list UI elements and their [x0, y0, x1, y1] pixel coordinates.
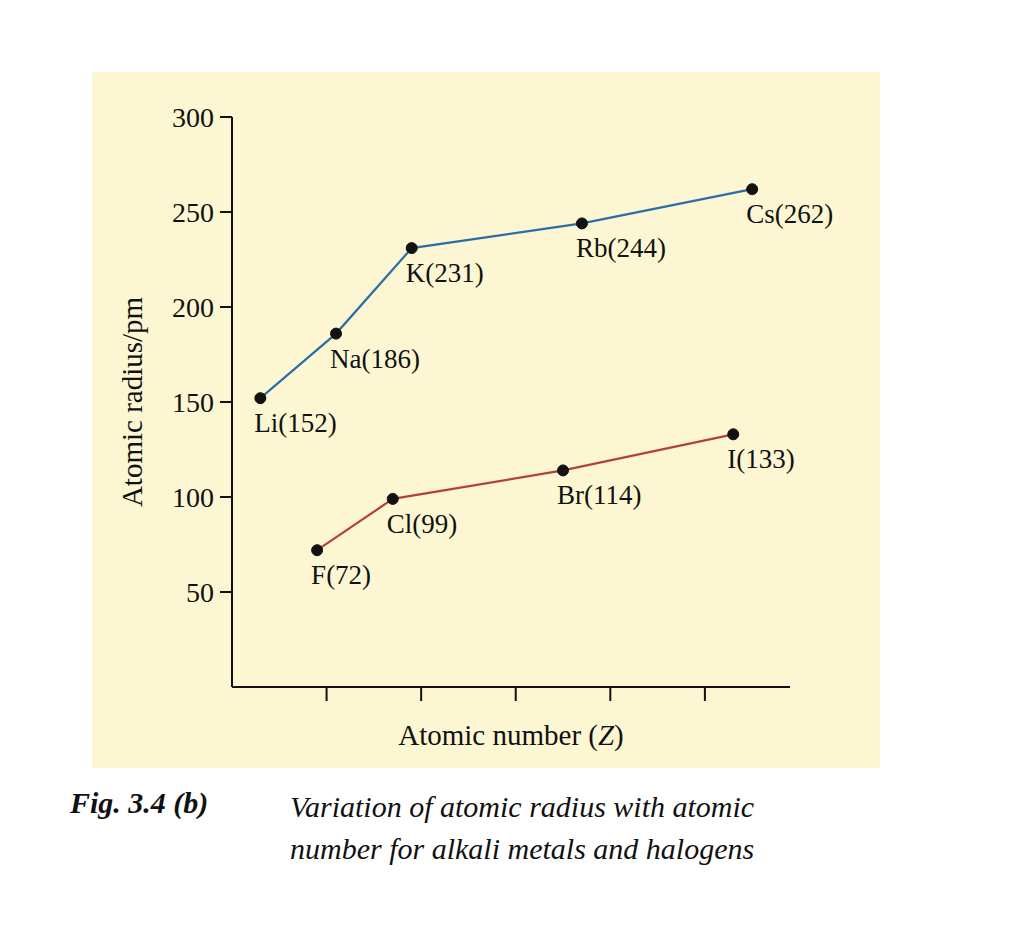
svg-text:Atomic radius/pm: Atomic radius/pm — [116, 296, 148, 507]
svg-text:Cl(99): Cl(99) — [387, 509, 458, 539]
svg-text:Li(152): Li(152) — [254, 408, 336, 438]
svg-text:150: 150 — [172, 387, 214, 418]
svg-text:K(231): K(231) — [406, 258, 484, 288]
svg-text:100: 100 — [172, 482, 214, 513]
svg-text:250: 250 — [172, 197, 214, 228]
svg-text:I(133): I(133) — [727, 444, 794, 474]
svg-text:F(72): F(72) — [311, 560, 371, 590]
svg-text:300: 300 — [172, 102, 214, 133]
html-text:Fig. 3.4 (b): Fig. 3.4 (b) — [70, 786, 209, 819]
svg-text:Br(114): Br(114) — [557, 480, 641, 510]
html-text:Variation of atomic radius wit: Variation of atomic radius with atomic n… — [290, 790, 755, 865]
svg-text:Cs(262): Cs(262) — [746, 199, 833, 229]
svg-text:Rb(244): Rb(244) — [576, 233, 666, 263]
svg-text:Atomic number (Z): Atomic number (Z) — [398, 719, 624, 752]
svg-text:50: 50 — [186, 577, 214, 608]
svg-text:Na(186): Na(186) — [330, 344, 420, 374]
svg-text:200: 200 — [172, 292, 214, 323]
